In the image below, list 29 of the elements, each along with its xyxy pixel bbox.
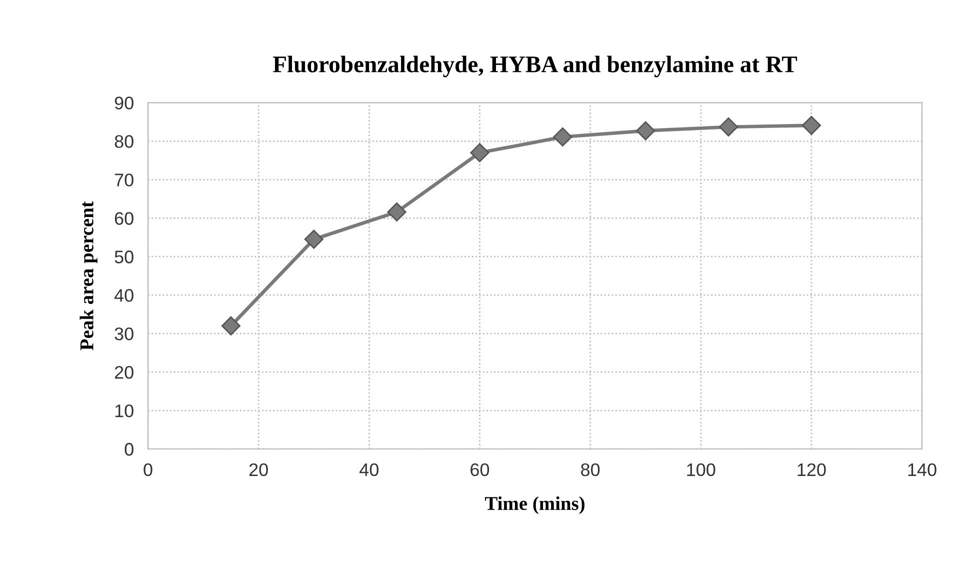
point [387,202,406,222]
x-tick-label: 140 [908,463,936,476]
y-tick-label: 60 [114,212,134,225]
y-tick-label: 40 [114,289,134,302]
y-tick-label: 90 [114,96,134,110]
point [221,316,240,336]
point [304,230,324,249]
y-tick-label: 50 [114,250,134,264]
y-tick-label: 80 [114,135,134,148]
x-tick-label: 60 [470,463,490,476]
x-tick-label: 80 [581,463,600,476]
y-tick-label: 20 [114,366,134,379]
x-tick-label: 20 [249,463,268,476]
point [718,117,738,136]
y-axis-title: Peak area percent [80,201,98,350]
point [802,116,821,135]
x-axis-title: Time (mins) [484,496,584,514]
point [553,127,572,146]
y-tick-label: 0 [124,442,134,456]
x-tick-label: 100 [687,463,716,476]
x-tick-label: 40 [360,463,378,476]
point [470,143,490,162]
y-tick-label: 10 [115,404,134,418]
chart-title: Fluorobenzaldehyde, HYBA and benzylamine at RT [273,56,798,78]
x-tick-label: 120 [798,463,826,476]
x-tick-label: 0 [144,463,152,476]
y-tick-label: 30 [114,328,134,340]
y-tick-label: 70 [114,174,134,186]
point [636,121,656,140]
